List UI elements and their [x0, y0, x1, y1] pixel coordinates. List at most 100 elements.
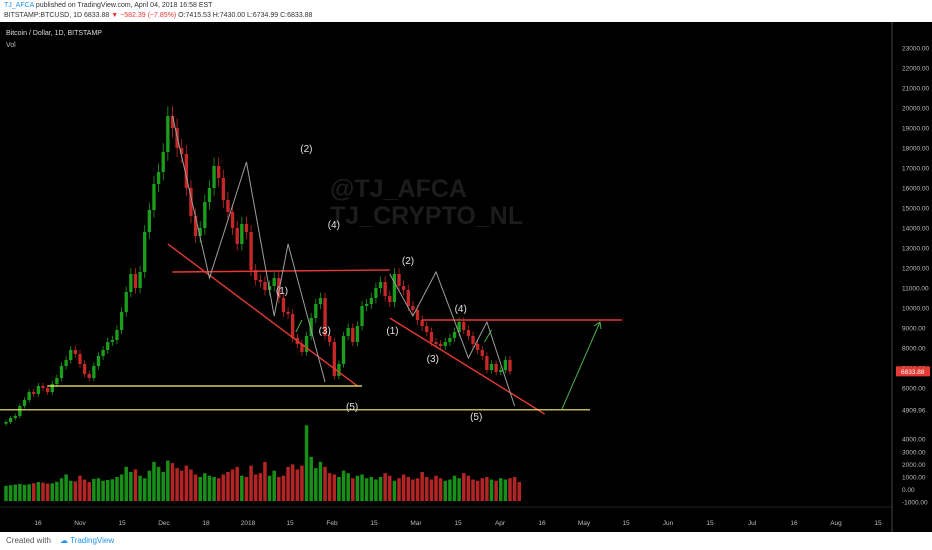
time-tick-label: 16: [790, 520, 798, 527]
volume-tick-label: -1000.00: [902, 500, 928, 507]
price-tick-label: 19000.00: [902, 126, 929, 133]
volume-bar: [489, 479, 494, 502]
candle-body: [193, 216, 198, 236]
volume-bar: [203, 473, 207, 502]
resistance-line-1: [172, 269, 390, 273]
candle-body: [133, 274, 138, 288]
volume-tick-label: 2000.00: [902, 462, 926, 469]
time-axis[interactable]: 16 Nov 15 Dec 18 2018 15 Feb 15 Mar 15 Apr 16 May 15 Ju…: [34, 520, 882, 527]
price-tick-label: 23000.00: [902, 46, 929, 53]
volume-bar: [22, 484, 27, 502]
price-axis[interactable]: 6000.007000.008000.009000.0010000.001100…: [896, 46, 930, 415]
chart-title: Bitcoin / Dollar, 1D, BITSTAMP: [6, 30, 102, 37]
candles: [4, 106, 512, 426]
volume-bar: [378, 476, 383, 502]
volume-bar: [142, 478, 147, 502]
grid: [0, 22, 893, 532]
candle-body: [27, 392, 31, 400]
candle-body: [152, 184, 156, 210]
candle-body: [59, 366, 64, 378]
chart-area[interactable]: Bitcoin / Dollar, 1D, BITSTAMP Vol @TJ_A…: [0, 22, 932, 532]
candle-body: [263, 282, 267, 290]
last-price-tag: [896, 366, 930, 377]
candle-body: [443, 342, 447, 346]
volume-tick-label: 4000.00: [902, 437, 926, 444]
candle-body: [106, 342, 110, 350]
volume-bar: [290, 464, 295, 502]
volume-tick-label: 3000.00: [902, 449, 926, 456]
candle-body: [406, 290, 410, 306]
candle-body: [489, 364, 494, 370]
volume-bar: [420, 471, 424, 502]
volume-bar: [226, 471, 230, 502]
candle-body: [462, 322, 466, 330]
volume-bar: [332, 474, 337, 502]
candle-body: [64, 360, 68, 366]
volume-bar: [383, 473, 387, 502]
candle-body: [147, 210, 152, 232]
volume-bar: [253, 474, 258, 502]
volume-bar: [216, 478, 221, 502]
wave-label: (4): [455, 304, 467, 315]
volume-bar: [212, 476, 216, 502]
candle-body: [378, 282, 383, 288]
volume-bar: [64, 474, 68, 502]
candle-body: [337, 364, 341, 376]
volume-bar: [452, 475, 457, 502]
candle-body: [309, 318, 313, 336]
symbol: BITSTAMP:BTCUSD, 1D: [4, 12, 83, 19]
candle-body: [13, 416, 17, 418]
candle-body: [438, 344, 443, 346]
price-chart[interactable]: Bitcoin / Dollar, 1D, BITSTAMP Vol @TJ_A…: [0, 22, 932, 532]
volume-bar: [36, 482, 41, 502]
volume-bar: [147, 470, 152, 502]
volume-bar: [443, 480, 448, 502]
candle-body: [369, 298, 373, 304]
volume-bar: [425, 476, 429, 502]
ticker-line: BITSTAMP:BTCUSD, 1D 6833.88 ▼ −582.39 (−…: [4, 12, 312, 19]
volume-bar: [45, 483, 50, 502]
volume-bar: [503, 479, 508, 502]
volume-bar: [327, 473, 332, 502]
support-price-label: 4909.96: [902, 407, 926, 414]
volume-bar: [429, 479, 434, 502]
volume-bar: [189, 469, 193, 502]
volume-bar: [411, 479, 415, 502]
watermark-line-1: @TJ_AFCA: [330, 175, 467, 203]
author-link[interactable]: TJ_AFCA: [4, 2, 34, 9]
volume-bar: [133, 469, 138, 502]
candle-body: [115, 330, 119, 340]
candle-body: [475, 344, 480, 350]
candle-body: [244, 224, 249, 232]
candle-body: [32, 392, 36, 394]
header: TJ_AFCA published on TradingView.com, Ap…: [0, 0, 932, 22]
time-tick-label: 15: [706, 520, 714, 527]
tradingview-link[interactable]: ☁ TradingView: [60, 536, 115, 545]
price-tick-label: 11000.00: [902, 286, 929, 293]
projection-arrow: [561, 321, 601, 410]
candle-body: [258, 280, 262, 282]
volume-bar: [466, 475, 471, 502]
volume-bar: [240, 475, 244, 502]
time-tick-label: 2018: [241, 520, 256, 527]
candle-body: [184, 154, 188, 188]
time-tick-label: 15: [454, 520, 462, 527]
volume-bar: [304, 425, 309, 502]
candle-body: [314, 304, 318, 318]
volume-bar: [498, 478, 503, 502]
volume-bar: [360, 474, 364, 502]
candle-body: [318, 298, 323, 304]
volume-bar: [346, 473, 350, 502]
candle-body: [82, 364, 87, 374]
volume-bar: [438, 478, 443, 502]
candle-body: [203, 202, 207, 228]
volume-bar: [475, 480, 480, 502]
candle-body: [503, 360, 508, 370]
candle-body: [300, 344, 304, 352]
candle-body: [466, 330, 471, 336]
candle-body: [69, 350, 73, 360]
volume-bar: [281, 475, 286, 502]
volume-bar: [374, 479, 378, 502]
candle-body: [508, 360, 512, 372]
volume-bar: [337, 476, 341, 502]
